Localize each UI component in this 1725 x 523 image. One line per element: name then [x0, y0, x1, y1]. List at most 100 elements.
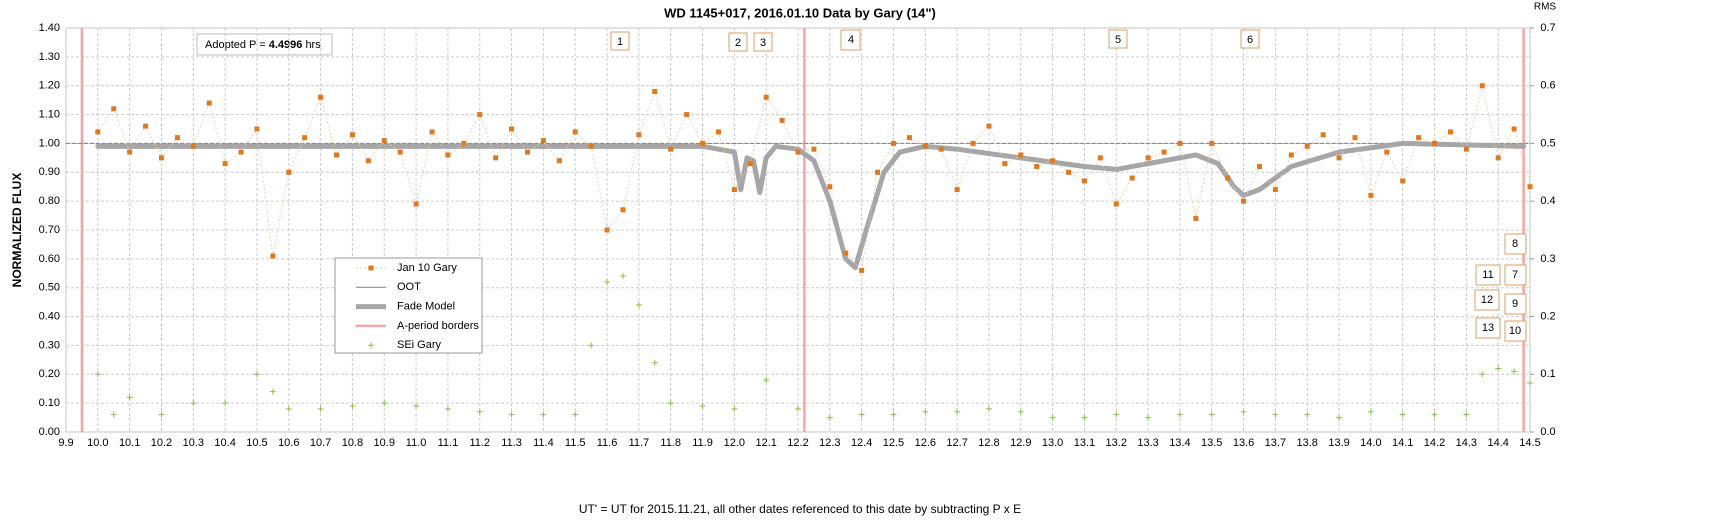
- y2-tick-label: 0.0: [1540, 426, 1555, 438]
- adopted-unit: hrs: [305, 39, 321, 51]
- sei-point: [1145, 414, 1152, 421]
- sei-point: [619, 273, 626, 280]
- y-tick-label: 1.00: [39, 137, 60, 149]
- sei-point: [110, 411, 117, 418]
- data-point: [811, 146, 817, 152]
- sei-point: [954, 408, 961, 415]
- data-point: [365, 158, 371, 164]
- sei-point: [1367, 408, 1374, 415]
- annotation-text: 4: [848, 34, 854, 46]
- sei-point: [699, 403, 706, 410]
- sei-point: [476, 408, 483, 415]
- x-tick-label: 11.2: [469, 437, 490, 449]
- sei-point: [1176, 411, 1183, 418]
- data-point: [1272, 187, 1278, 193]
- data-point: [1256, 164, 1262, 170]
- annotation-box: [1475, 264, 1501, 286]
- sei-point: [1527, 379, 1533, 386]
- annotation-box: [1504, 293, 1527, 315]
- x-tick-label: 11.0: [406, 437, 427, 449]
- x-tick-label: 11.5: [565, 437, 586, 449]
- x-tick-label: 13.2: [1106, 437, 1127, 449]
- data-point: [1209, 140, 1215, 146]
- data-point: [827, 184, 833, 190]
- sei-point: [381, 400, 388, 407]
- sei-point: [1081, 414, 1088, 421]
- sei-point: [1479, 371, 1486, 378]
- data-point: [604, 227, 610, 233]
- data-point: [1288, 152, 1294, 158]
- data-point: [1161, 149, 1167, 155]
- x-tick-label: 10.7: [310, 437, 331, 449]
- x-tick-label: 10.1: [119, 437, 140, 449]
- x-tick-label: 13.8: [1297, 437, 1318, 449]
- x-tick-label: 12.0: [724, 437, 745, 449]
- data-point: [1225, 175, 1231, 181]
- x-tick-label: 12.7: [946, 437, 967, 449]
- x-tick-label: 10.8: [342, 437, 363, 449]
- legend-label: A-period borders: [397, 320, 479, 332]
- y2-tick-label: 0.7: [1540, 22, 1555, 34]
- adopted-label: Adopted P =: [205, 39, 266, 51]
- data-point: [700, 140, 706, 146]
- data-point: [668, 146, 674, 152]
- data-point: [1066, 169, 1072, 175]
- data-point: [636, 132, 642, 138]
- annotation-box: [1475, 317, 1501, 339]
- x-tick-label: 13.4: [1169, 437, 1190, 449]
- data-point: [540, 138, 546, 144]
- data-point: [286, 169, 292, 175]
- x-tick-label: 12.6: [915, 437, 936, 449]
- data-point: [1081, 178, 1087, 184]
- sei-point: [1495, 365, 1502, 372]
- fade-model-line: [95, 140, 1527, 271]
- y2-tick-label: 0.5: [1540, 137, 1555, 149]
- data-point: [381, 138, 387, 144]
- sei-point: [795, 405, 801, 412]
- data-point: [715, 129, 721, 135]
- sei-point: [269, 388, 276, 395]
- sei-point: [1017, 408, 1024, 415]
- data-point: [1416, 135, 1422, 141]
- annotation-text: 5: [1115, 34, 1121, 46]
- adopted-value: 4.4996: [269, 39, 303, 51]
- annotations: 1 2 3 4 5 6 7 8 9 10 11 12 13: [610, 29, 1527, 342]
- sei-point: [253, 371, 260, 378]
- y2-tick-label: 0.6: [1540, 80, 1555, 92]
- x-tick-label: 13.9: [1328, 437, 1349, 449]
- data-point: [524, 149, 530, 155]
- data-point: [1511, 126, 1517, 132]
- data-point: [461, 140, 467, 146]
- data-point: [970, 140, 976, 146]
- data-point: [890, 140, 896, 146]
- sei-point: [1240, 408, 1247, 415]
- data-point: [477, 112, 483, 118]
- y-tick-label: 0.90: [39, 166, 60, 178]
- annotation: 7: [1504, 264, 1527, 286]
- data-point: [1384, 149, 1390, 155]
- annotation-text: 3: [760, 37, 766, 49]
- data-point: [397, 149, 403, 155]
- annotation: 8: [1504, 233, 1527, 255]
- data-point: [318, 94, 324, 100]
- sei-point: [667, 400, 674, 407]
- sei-point: [731, 405, 738, 412]
- data-connector: [97, 85, 1531, 272]
- annotation-box: [1504, 233, 1527, 255]
- x-tick-label: 11.1: [438, 437, 459, 449]
- sei-point: [444, 405, 451, 412]
- legend-label: Fade Model: [397, 301, 455, 313]
- annotation: 5: [1108, 29, 1128, 49]
- y-axis-label: NORMALIZED FLUX: [10, 173, 24, 288]
- sei-point: [285, 405, 292, 412]
- x-tick-label: 10.5: [246, 437, 267, 449]
- sei-point: [317, 405, 324, 412]
- sei-point: [1049, 414, 1056, 421]
- x-tick-label: 12.1: [755, 437, 776, 449]
- data-point: [906, 135, 912, 141]
- sei-point: [604, 278, 611, 285]
- annotation-box: [610, 31, 630, 51]
- x-tick-label: 13.0: [1042, 437, 1063, 449]
- data-point: [779, 117, 785, 123]
- annotation-text: 11: [1482, 269, 1493, 281]
